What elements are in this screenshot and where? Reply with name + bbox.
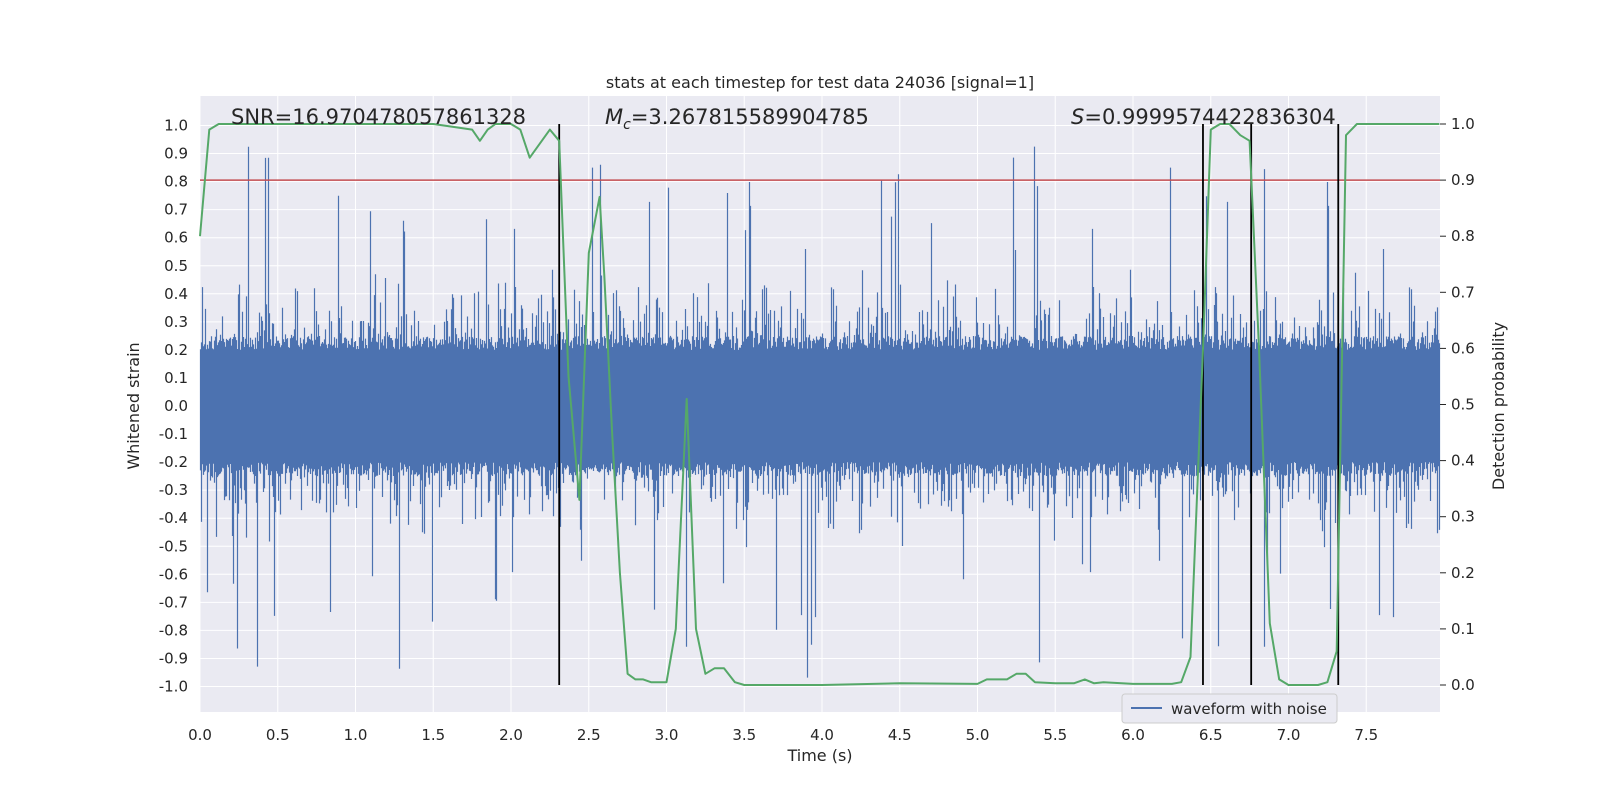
x-tick-label: 6.0: [1121, 726, 1145, 744]
y2-tick-label: 0.0: [1451, 676, 1475, 694]
y-tick-label: -0.5: [159, 537, 188, 555]
y-tick-label: -0.4: [159, 509, 188, 527]
chart-title: stats at each timestep for test data 240…: [606, 73, 1034, 92]
y-tick-label: 0.7: [164, 201, 188, 219]
y-tick-label: 1.0: [164, 117, 188, 135]
x-tick-label: 5.0: [966, 726, 990, 744]
score-annotation: S=0.9999574422836304: [1071, 105, 1336, 129]
x-tick-label: 1.5: [421, 726, 445, 744]
y-tick-label: -0.3: [159, 481, 188, 499]
y2-tick-label: 0.2: [1451, 564, 1475, 582]
chirp-mass-symbol: M: [605, 105, 623, 129]
y2-tick-label: 0.6: [1451, 339, 1475, 357]
y-tick-label: 0.6: [164, 229, 188, 247]
y-tick-label: 0.0: [164, 397, 188, 415]
y2-tick-label: 0.1: [1451, 620, 1475, 638]
y-tick-label: 0.9: [164, 145, 188, 163]
legend-label: waveform with noise: [1171, 700, 1327, 718]
y2-tick-label: 0.7: [1451, 283, 1475, 301]
y-tick-label: -0.6: [159, 565, 188, 583]
y-tick-label: -0.7: [159, 593, 188, 611]
y-tick-label: 0.5: [164, 257, 188, 275]
y2-tick-label: 0.4: [1451, 452, 1475, 470]
legend-box: [1121, 693, 1338, 724]
y-tick-label: 0.1: [164, 369, 188, 387]
waveform-core-band: [200, 349, 1440, 463]
y2-tick-label: 0.9: [1451, 171, 1475, 189]
score-symbol: S: [1071, 105, 1084, 129]
x-tick-label: 3.0: [655, 726, 679, 744]
chirp-mass-subscript: c: [623, 117, 631, 133]
chirp-mass-annotation: Mc=3.267815589904785: [605, 105, 869, 133]
x-axis-label: Time (s): [786, 746, 852, 765]
y2-axis-ticks: 1.0 0.9 0.8 0.7 0.6 0.5 0.4 0.3 0.2 0.1 0.0: [1440, 115, 1475, 694]
x-tick-label: 0.5: [266, 726, 290, 744]
y-tick-label: 0.2: [164, 341, 188, 359]
x-tick-label: 1.0: [344, 726, 368, 744]
waveform-with-noise-series: [199, 146, 1441, 678]
y2-tick-label: 1.0: [1451, 115, 1475, 133]
y-tick-label: -0.1: [159, 425, 188, 443]
x-tick-label: 5.5: [1043, 726, 1067, 744]
y2-tick-label: 0.8: [1451, 227, 1475, 245]
y-axis-ticks: 1.0 0.9 0.8 0.7 0.6 0.5 0.4 0.3 0.2 0.1 0.0 -0.1 -0.…: [159, 117, 188, 696]
x-tick-label: 6.5: [1199, 726, 1223, 744]
x-axis-ticks: 0.0 0.5 1.0 1.5 2.0 2.5 3.0 3.5 4.0 4.5 5.0 5.5 6.0 6…: [188, 726, 1378, 744]
chirp-mass-value: =3.267815589904785: [631, 105, 869, 129]
y-tick-label: 0.8: [164, 173, 188, 191]
y-tick-label: -0.8: [159, 621, 188, 639]
x-tick-label: 2.5: [577, 726, 601, 744]
y2-tick-label: 0.5: [1451, 396, 1475, 414]
y2-tick-label: 0.3: [1451, 508, 1475, 526]
y-tick-label: -0.9: [159, 649, 188, 667]
x-tick-label: 4.5: [888, 726, 912, 744]
y-tick-label: 0.4: [164, 285, 188, 303]
snr-annotation: SNR=16.970478057861328: [231, 105, 526, 129]
x-tick-label: 7.0: [1277, 726, 1301, 744]
y-tick-label: -0.2: [159, 453, 188, 471]
score-value: =0.9999574422836304: [1084, 105, 1335, 129]
y2-axis-label: Detection probability: [1489, 322, 1508, 490]
x-tick-label: 2.0: [499, 726, 523, 744]
x-tick-label: 4.0: [810, 726, 834, 744]
x-tick-label: 3.5: [732, 726, 756, 744]
y-axis-label: Whitened strain: [124, 342, 143, 469]
detection-probability-line: [199, 123, 1440, 686]
x-tick-label: 7.5: [1354, 726, 1378, 744]
detection-probability-series: [199, 123, 1440, 686]
y-tick-label: 0.3: [164, 313, 188, 331]
x-tick-label: 0.0: [188, 726, 212, 744]
legend: waveform with noise: [1121, 693, 1338, 724]
y-tick-label: -1.0: [159, 678, 188, 696]
